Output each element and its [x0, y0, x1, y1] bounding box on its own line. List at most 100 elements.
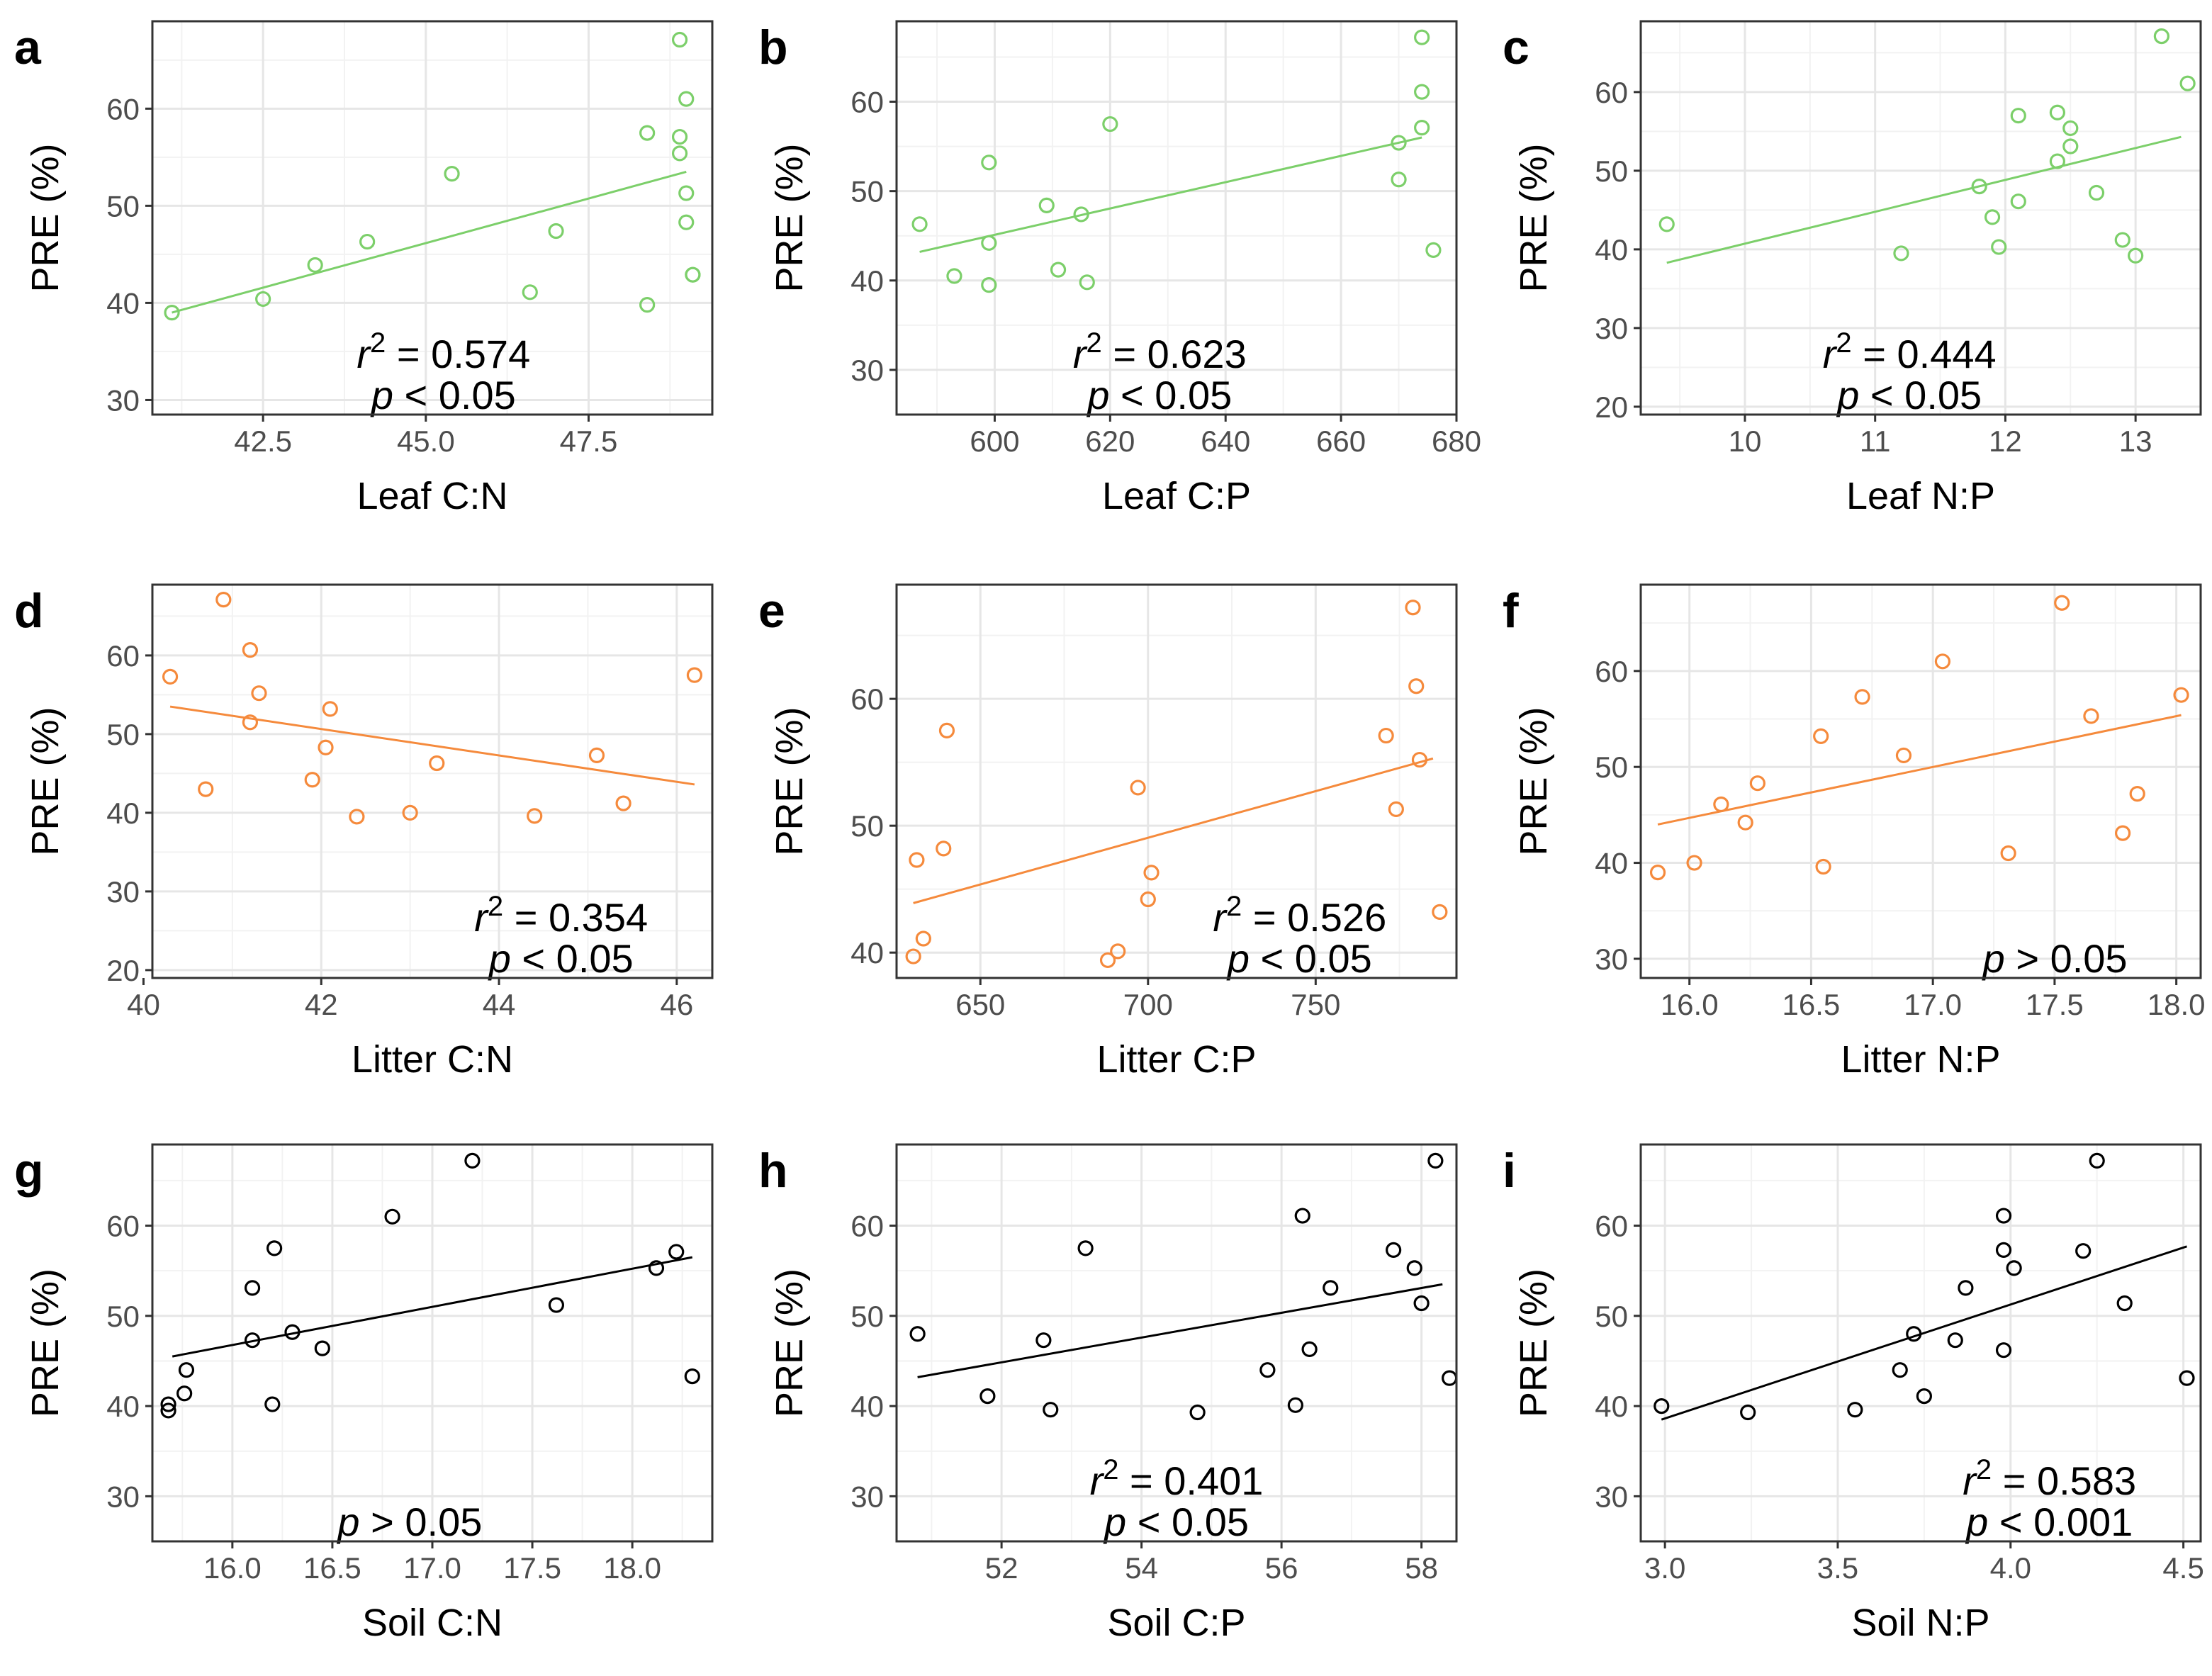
- plot-layer: [164, 31, 701, 321]
- grid: [897, 1144, 1456, 1541]
- data-point: [1287, 1397, 1303, 1413]
- p-value-label-b: p < 0.05: [1086, 373, 1232, 417]
- x-tick-label: 58: [1405, 1551, 1438, 1585]
- grid: [152, 21, 712, 415]
- x-tick-label: 42: [305, 988, 338, 1021]
- data-point: [1934, 653, 1951, 670]
- panel-border: [895, 1143, 1458, 1543]
- data-point: [2088, 184, 2105, 201]
- r-squared-label-d: r2 = 0.354: [474, 891, 648, 940]
- y-tick-label: 50: [1595, 1300, 1628, 1333]
- y-tick-label: 50: [1595, 750, 1628, 784]
- x-tick-label: 47.5: [560, 424, 618, 458]
- data-point: [251, 685, 267, 702]
- plot-layer: [162, 591, 703, 825]
- p-value-label-i: p < 0.001: [1965, 1500, 2133, 1544]
- grid: [1641, 1144, 2201, 1541]
- data-point: [1043, 1402, 1059, 1418]
- y-axis-title: PRE (%): [24, 143, 67, 292]
- y-tick-label: 60: [850, 86, 884, 119]
- x-axis-title: Soil N:P: [1851, 1602, 1989, 1644]
- data-point: [2000, 845, 2016, 862]
- x-tick-label: 4.0: [1990, 1551, 2031, 1585]
- data-point: [322, 701, 338, 717]
- data-point: [678, 214, 695, 230]
- data-point: [1140, 891, 1156, 908]
- data-point: [1740, 1404, 1756, 1421]
- data-point: [307, 257, 323, 274]
- panel-border: [151, 20, 714, 416]
- panel-letter: i: [1503, 1144, 1516, 1198]
- panel-g: p > 0.05 16.0 16.5 17.0 17.5 18.0 30 40 50 60 Soil…: [14, 1143, 714, 1644]
- x-tick-label: 46: [660, 988, 693, 1021]
- grid: [1641, 585, 2201, 978]
- data-point: [1995, 1242, 2012, 1259]
- data-point: [176, 1385, 193, 1402]
- grid: [897, 585, 1456, 978]
- data-point: [1323, 1280, 1339, 1296]
- data-point: [402, 804, 418, 821]
- data-point: [548, 1297, 565, 1313]
- data-point: [671, 128, 688, 145]
- y-tick-label: 60: [850, 682, 884, 716]
- data-point: [1386, 1242, 1402, 1259]
- x-tick-label: 620: [1085, 424, 1135, 458]
- y-tick-label: 60: [106, 92, 140, 125]
- x-tick-label: 44: [483, 988, 516, 1021]
- plot-layer: [909, 1152, 1456, 1421]
- y-axis-title: PRE (%): [24, 1269, 67, 1417]
- plot-background: [897, 1144, 1456, 1541]
- panel-letter: f: [1503, 584, 1519, 638]
- data-point: [548, 223, 564, 240]
- data-point: [1038, 197, 1055, 213]
- x-tick-label: 17.0: [1904, 988, 1962, 1021]
- data-point: [1050, 261, 1067, 278]
- data-point: [639, 125, 656, 141]
- x-tick-label: 40: [127, 988, 160, 1021]
- x-axis-title: Leaf N:P: [1846, 475, 1995, 517]
- data-point: [1958, 1280, 1974, 1296]
- x-axis-title: Litter C:P: [1096, 1038, 1256, 1081]
- x-tick-label: 4.5: [2162, 1551, 2203, 1585]
- panel-border: [895, 20, 1458, 416]
- data-point: [1073, 206, 1089, 223]
- data-point: [314, 1340, 330, 1356]
- data-point: [429, 755, 445, 772]
- data-point: [1649, 864, 1666, 881]
- data-point: [1427, 1152, 1444, 1169]
- data-point: [615, 795, 631, 811]
- panel-letter: a: [14, 21, 42, 74]
- data-point: [981, 154, 997, 171]
- data-point: [1895, 747, 1912, 764]
- data-point: [1079, 274, 1095, 291]
- x-tick-label: 650: [955, 988, 1005, 1021]
- grid: [897, 21, 1456, 415]
- data-point: [671, 145, 688, 162]
- grid: [1641, 21, 2201, 415]
- data-point: [1893, 245, 1909, 261]
- x-tick-label: 16.0: [1661, 988, 1719, 1021]
- y-tick-label: 30: [850, 1480, 884, 1513]
- data-point: [1189, 1404, 1206, 1421]
- plot-layer: [1649, 595, 2189, 881]
- plot-background: [897, 585, 1456, 978]
- y-tick-label: 40: [106, 286, 140, 320]
- x-tick-label: 16.0: [203, 1551, 262, 1585]
- data-point: [1414, 84, 1430, 100]
- data-point: [915, 930, 931, 947]
- data-point: [1984, 209, 2001, 225]
- data-point: [1906, 1326, 1922, 1342]
- data-point: [527, 808, 543, 824]
- x-axis-title: Leaf C:P: [1102, 475, 1251, 517]
- y-axis-title: PRE (%): [1512, 143, 1555, 292]
- y-tick-label: 50: [850, 175, 884, 208]
- x-tick-label: 700: [1123, 988, 1173, 1021]
- y-tick-label: 60: [1595, 1210, 1628, 1243]
- panel-border: [151, 583, 714, 979]
- regression-line: [1657, 714, 2182, 826]
- data-point: [2075, 1243, 2092, 1259]
- x-tick-label: 45.0: [397, 424, 455, 458]
- x-tick-label: 660: [1316, 424, 1366, 458]
- x-tick-label: 52: [985, 1551, 1018, 1585]
